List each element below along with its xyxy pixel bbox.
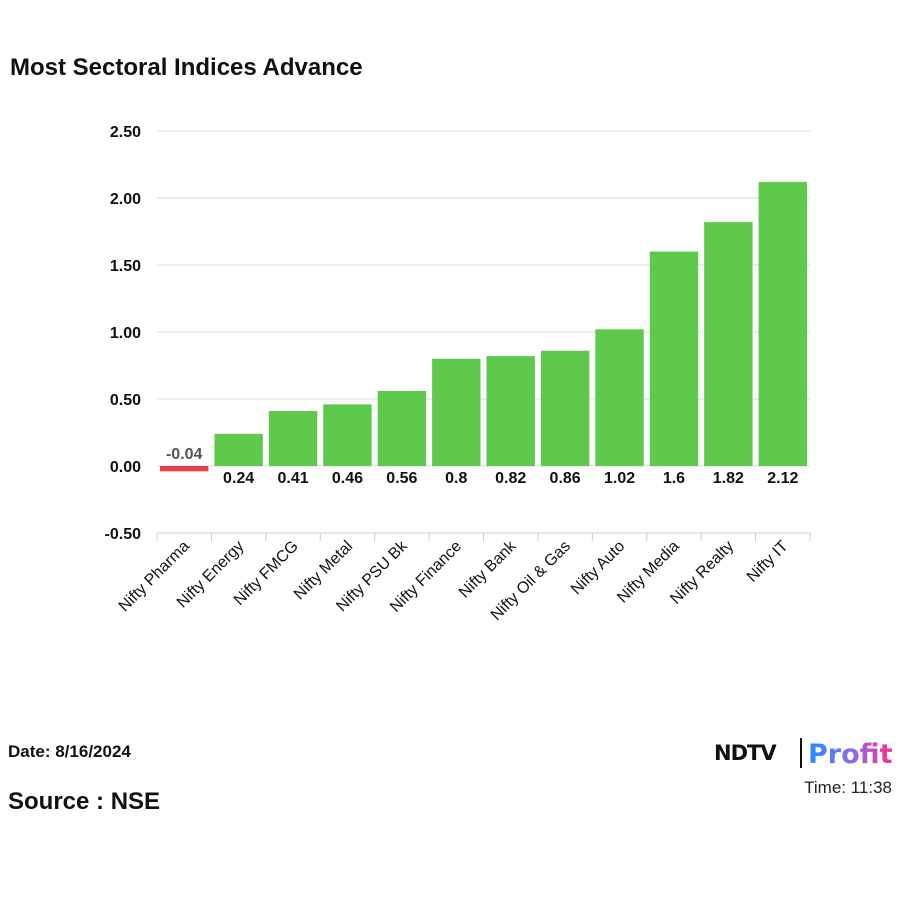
ndtv-logo-text: NDTV [714, 741, 777, 765]
bar [377, 390, 427, 466]
y-tick-label: 1.50 [110, 258, 141, 275]
date-label: Date: 8/16/2024 [8, 742, 131, 761]
bar [540, 350, 590, 466]
data-label: 0.41 [277, 470, 308, 487]
bar-chart: -0.50 0.00 0.50 1.00 1.50 2.00 2.50 -0.04 Nifty … [105, 124, 811, 624]
data-label: 0.56 [386, 470, 417, 487]
data-label: 1.02 [604, 470, 635, 487]
data-label: 2.12 [767, 470, 798, 487]
bar [214, 433, 263, 466]
y-tick-label: 2.00 [110, 191, 141, 208]
chart-title: Most Sectoral Indices Advance [10, 54, 363, 81]
data-label: 0.46 [332, 470, 363, 487]
y-tick-label: -0.50 [105, 526, 142, 543]
y-tick-label: 0.50 [110, 392, 141, 409]
bar [486, 356, 535, 466]
source-label: Source : NSE [8, 788, 161, 815]
bar [649, 251, 699, 466]
data-label: -0.04 [166, 446, 203, 463]
logo-separator [800, 738, 802, 768]
data-label: 1.82 [713, 470, 744, 487]
y-tick-label: 2.50 [110, 124, 141, 141]
bar [432, 358, 481, 466]
bar [595, 329, 644, 466]
data-label: 0.8 [445, 470, 467, 487]
data-label: 0.82 [495, 470, 526, 487]
data-label: 1.6 [663, 470, 685, 487]
x-tick-label: Nifty IT [744, 538, 792, 586]
time-label: Time: 11:38 [804, 778, 892, 797]
y-tick-label: 1.00 [110, 325, 141, 342]
profit-logo-text: Profit [808, 739, 893, 770]
data-label: 0.24 [223, 470, 254, 487]
ndtv-profit-logo: NDTV Profit [714, 738, 894, 772]
bar [758, 181, 807, 467]
bar [268, 411, 318, 466]
bar [323, 404, 372, 466]
y-tick-label: 0.00 [110, 459, 141, 476]
bar [704, 222, 753, 466]
bar [160, 466, 209, 472]
data-label: 0.86 [550, 470, 581, 487]
